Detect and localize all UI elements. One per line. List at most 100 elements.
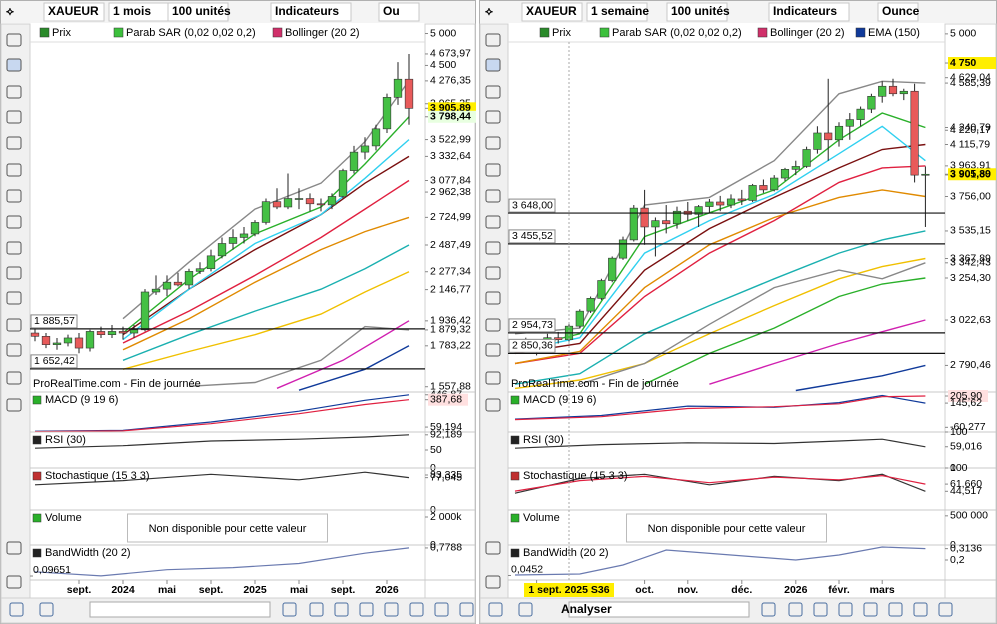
tool-icon[interactable] bbox=[6, 575, 22, 589]
tool-icon[interactable] bbox=[485, 110, 501, 124]
tool-icon[interactable] bbox=[6, 58, 22, 72]
tool-icon[interactable] bbox=[485, 398, 501, 412]
tool-icon[interactable] bbox=[485, 371, 501, 385]
bottom-icon[interactable] bbox=[359, 602, 374, 617]
toolbar-field[interactable] bbox=[521, 2, 583, 22]
toolbar-field[interactable] bbox=[768, 2, 850, 22]
bottom-icon[interactable] bbox=[888, 602, 903, 617]
tool-icon[interactable] bbox=[6, 318, 22, 332]
tool-icon[interactable] bbox=[485, 318, 501, 332]
note-text[interactable]: Non disponible pour cette valeur bbox=[648, 523, 806, 535]
bottom-icon[interactable] bbox=[938, 602, 953, 617]
legend-item[interactable]: Bollinger (20 2) bbox=[770, 27, 845, 39]
price-label: 3 905,89 bbox=[950, 168, 991, 180]
bottom-icon[interactable] bbox=[488, 602, 503, 617]
legend-item[interactable]: Parab SAR (0,02 0,02 0,2) bbox=[612, 27, 742, 39]
toolbar-field[interactable] bbox=[270, 2, 352, 22]
tool-icon[interactable] bbox=[6, 398, 22, 412]
legend-item[interactable]: EMA (150) bbox=[868, 27, 920, 39]
tool-icon[interactable] bbox=[485, 189, 501, 203]
legend-swatch bbox=[855, 27, 866, 38]
panel-title[interactable]: Volume bbox=[523, 512, 560, 524]
legend-item[interactable]: Prix bbox=[552, 27, 571, 39]
bottom-icon[interactable] bbox=[459, 602, 474, 617]
tool-icon[interactable] bbox=[6, 343, 22, 357]
panel-title[interactable]: Stochastique (15 3 3) bbox=[45, 470, 150, 482]
toolbar-period[interactable]: 1 semaine bbox=[591, 4, 649, 18]
panel-title[interactable]: BandWidth (20 2) bbox=[523, 547, 609, 559]
tool-icon[interactable] bbox=[6, 291, 22, 305]
legend-item[interactable]: Parab SAR (0,02 0,02 0,2) bbox=[126, 27, 256, 39]
toolbar-field[interactable] bbox=[378, 2, 420, 22]
bottom-icon[interactable] bbox=[913, 602, 928, 617]
tool-icon[interactable] bbox=[485, 33, 501, 47]
tool-icon[interactable] bbox=[485, 163, 501, 177]
tool-icon[interactable] bbox=[6, 163, 22, 177]
legend-item[interactable]: Bollinger (20 2) bbox=[285, 27, 360, 39]
bottom-icon[interactable] bbox=[409, 602, 424, 617]
tool-icon[interactable] bbox=[6, 266, 22, 280]
panel-title[interactable]: BandWidth (20 2) bbox=[45, 547, 131, 559]
bottom-icon[interactable] bbox=[788, 602, 803, 617]
bottom-icon[interactable] bbox=[863, 602, 878, 617]
panel-title[interactable]: Volume bbox=[45, 512, 82, 524]
toolbar-field[interactable] bbox=[43, 2, 105, 22]
toolbar-symbol[interactable]: XAUEUR bbox=[526, 4, 577, 18]
bottom-icon[interactable] bbox=[309, 602, 324, 617]
toolbar-indicators[interactable]: Indicateurs bbox=[773, 4, 837, 18]
bottom-icon[interactable] bbox=[282, 602, 297, 617]
bottom-icon[interactable] bbox=[434, 602, 449, 617]
bottom-icon[interactable] bbox=[334, 602, 349, 617]
tool-icon[interactable] bbox=[6, 541, 22, 555]
toolbar-field[interactable] bbox=[877, 2, 919, 22]
tool-icon[interactable] bbox=[6, 189, 22, 203]
bottom-icon[interactable] bbox=[518, 602, 533, 617]
toolbar-period[interactable]: 1 mois bbox=[113, 4, 151, 18]
toolbar-units[interactable]: 100 unités bbox=[671, 4, 730, 18]
toolbar-indicators[interactable]: Indicateurs bbox=[275, 4, 339, 18]
scrollbar[interactable] bbox=[89, 601, 271, 618]
bottom-icon[interactable] bbox=[384, 602, 399, 617]
bottom-icon[interactable] bbox=[39, 602, 54, 617]
tool-icon[interactable] bbox=[6, 33, 22, 47]
toolbar-symbol[interactable]: XAUEUR bbox=[48, 4, 99, 18]
note-button[interactable] bbox=[626, 513, 827, 543]
toolbar-field[interactable] bbox=[666, 2, 728, 22]
note-text[interactable]: Non disponible pour cette valeur bbox=[149, 523, 307, 535]
scrollbar[interactable] bbox=[568, 601, 750, 618]
candle-body bbox=[96, 331, 106, 335]
panel-title[interactable]: Stochastique (15 3 3) bbox=[523, 470, 628, 482]
tool-icon[interactable] bbox=[6, 215, 22, 229]
tool-icon[interactable] bbox=[485, 85, 501, 99]
bottom-icon[interactable] bbox=[9, 602, 24, 617]
toolbar-units[interactable]: 100 unités bbox=[172, 4, 231, 18]
tool-icon[interactable] bbox=[485, 215, 501, 229]
tool-icon[interactable] bbox=[485, 291, 501, 305]
panel-title[interactable]: RSI (30) bbox=[523, 434, 564, 446]
tool-icon[interactable] bbox=[485, 136, 501, 150]
bottom-icon[interactable] bbox=[838, 602, 853, 617]
bottom-icon[interactable] bbox=[813, 602, 828, 617]
panel-title[interactable]: MACD (9 19 6) bbox=[523, 394, 596, 406]
tool-icon[interactable] bbox=[485, 343, 501, 357]
toolbar-field[interactable] bbox=[586, 2, 648, 22]
toolbar-extra[interactable]: Ounce bbox=[882, 4, 920, 18]
tool-icon[interactable] bbox=[6, 136, 22, 150]
toolbar-field[interactable] bbox=[167, 2, 229, 22]
tool-icon[interactable] bbox=[6, 110, 22, 124]
tool-icon[interactable] bbox=[6, 241, 22, 255]
note-button[interactable] bbox=[127, 513, 328, 543]
tool-icon[interactable] bbox=[485, 58, 501, 72]
panel-title[interactable]: RSI (30) bbox=[45, 434, 86, 446]
tool-icon[interactable] bbox=[6, 85, 22, 99]
legend-item[interactable]: Prix bbox=[52, 27, 71, 39]
toolbar-extra[interactable]: Ou bbox=[383, 4, 400, 18]
panel-title[interactable]: MACD (9 19 6) bbox=[45, 394, 118, 406]
tool-icon[interactable] bbox=[485, 575, 501, 589]
tool-icon[interactable] bbox=[485, 266, 501, 280]
bottom-icon[interactable] bbox=[761, 602, 776, 617]
tool-icon[interactable] bbox=[485, 241, 501, 255]
tool-icon[interactable] bbox=[485, 541, 501, 555]
analyse-button[interactable]: Analyser bbox=[561, 602, 612, 616]
tool-icon[interactable] bbox=[6, 371, 22, 385]
